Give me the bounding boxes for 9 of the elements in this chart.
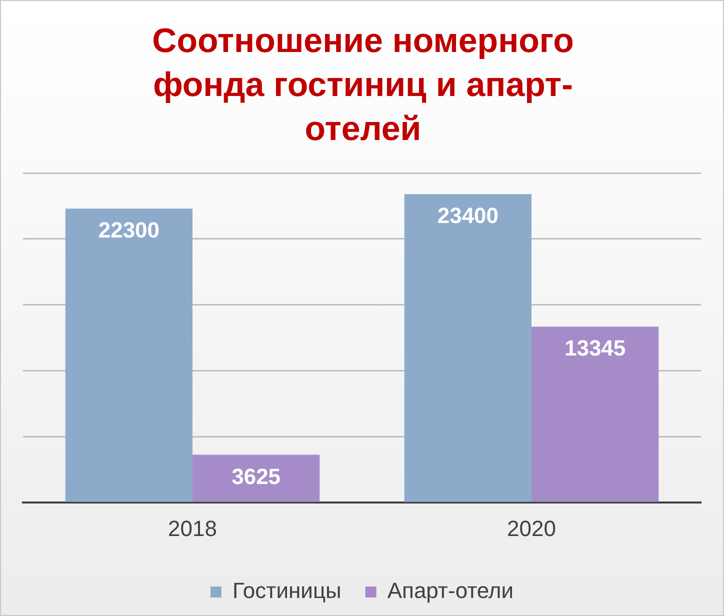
legend-label: Апарт-отели — [387, 578, 514, 604]
data-label: 13345 — [564, 336, 626, 361]
data-label: 3625 — [232, 464, 281, 489]
legend-label: Гостиницы — [232, 578, 342, 604]
chart-title: Соотношение номерного фонда гостиниц и апарт-отелей — [151, 21, 575, 150]
x-tick-label: 2018 — [168, 516, 217, 541]
data-label: 22300 — [98, 218, 160, 243]
data-label: 23400 — [437, 203, 499, 228]
x-tick-label: 2020 — [507, 516, 556, 541]
